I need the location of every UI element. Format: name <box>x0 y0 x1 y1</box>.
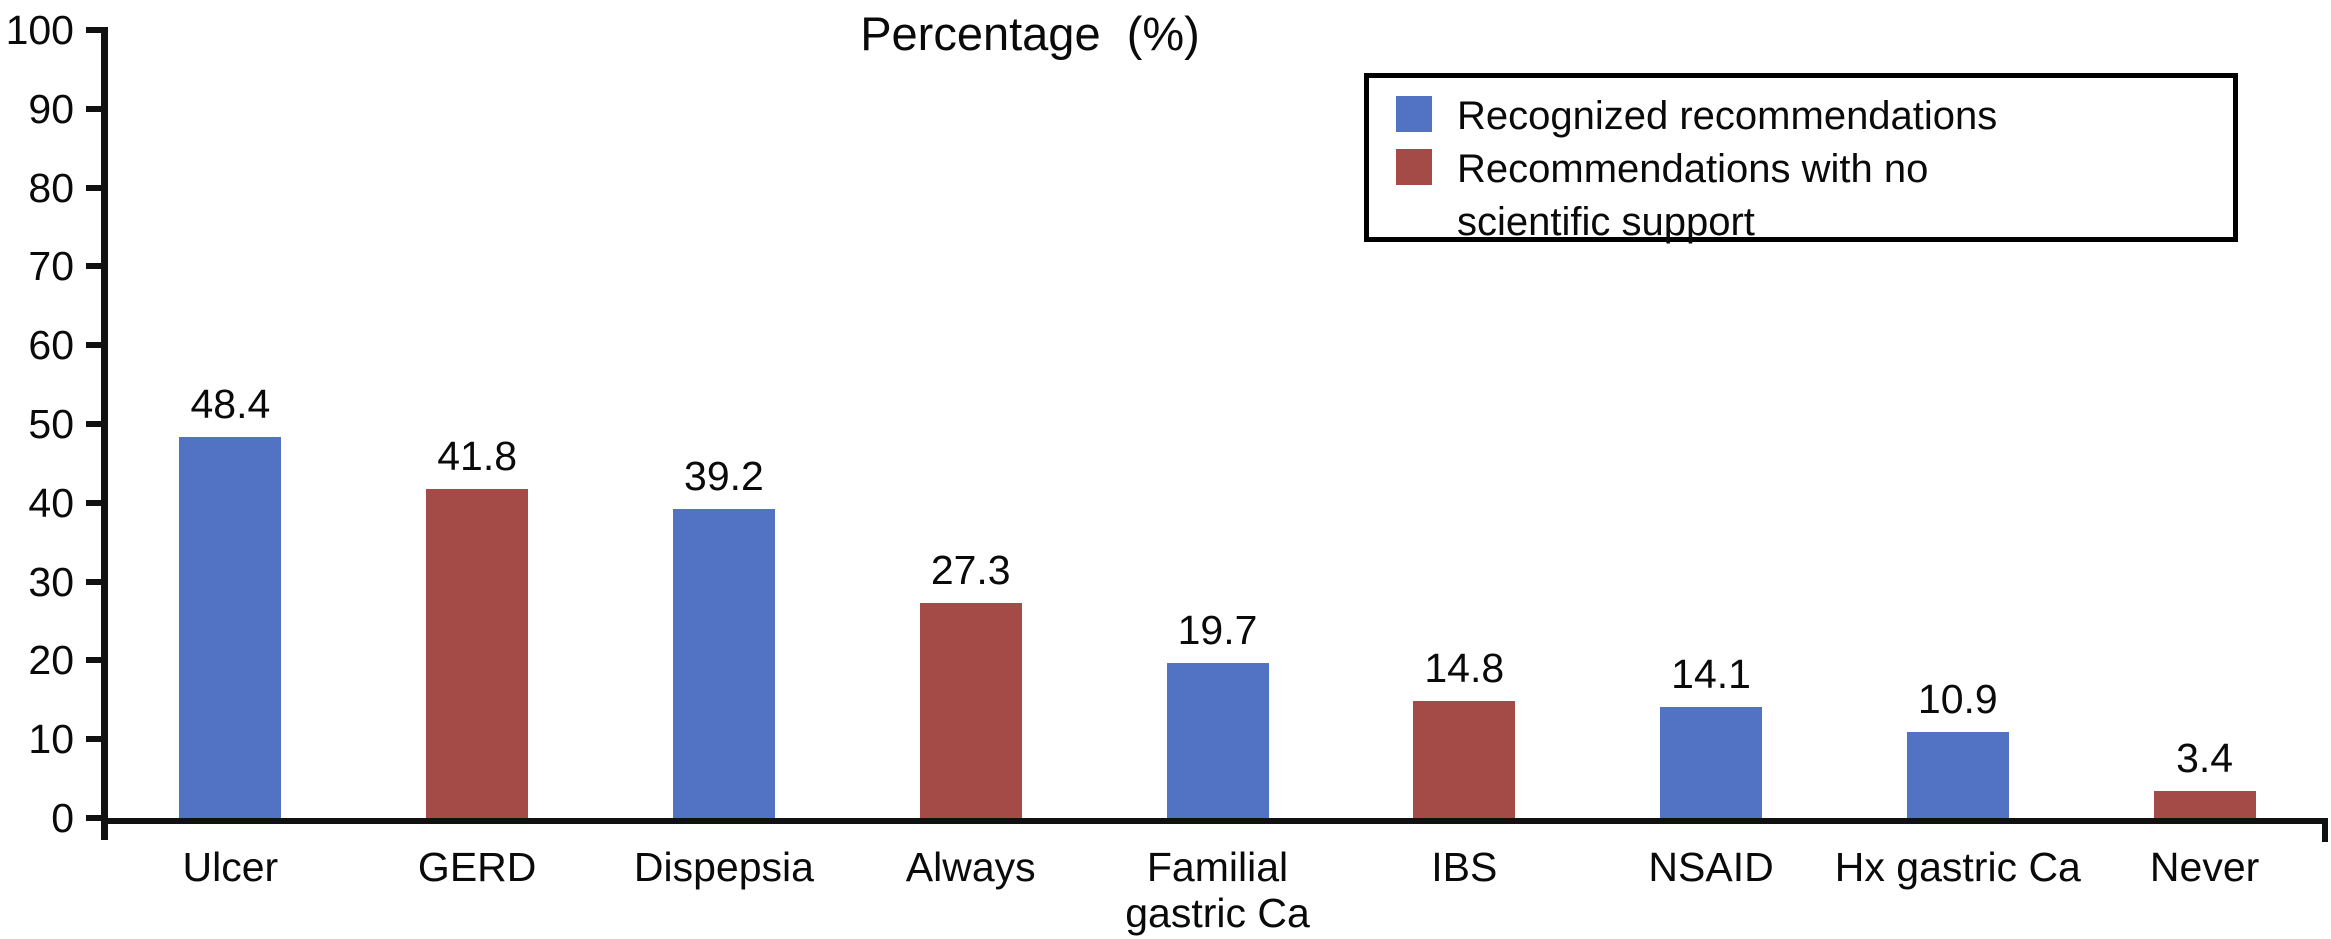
bar-never <box>2153 791 2256 818</box>
x-axis-line <box>101 818 2328 824</box>
legend-item-recognized-recommendations: Recognized recommendations <box>1396 90 2223 143</box>
bar-value-label: 48.4 <box>190 380 271 427</box>
y-axis-tick-label: 40 <box>28 479 74 526</box>
y-axis-tick <box>86 578 107 585</box>
bar-dispepsia <box>672 509 775 818</box>
x-axis-category-label: Always <box>905 844 1036 890</box>
bar-value-label: 14.1 <box>1671 650 1751 697</box>
y-axis-tick-label: 50 <box>28 401 74 447</box>
y-axis-line <box>101 27 108 840</box>
bar-value-label: 19.7 <box>1177 606 1258 653</box>
bar-value-label: 39.2 <box>684 453 764 500</box>
legend-item-label: Recommendations with no scientific suppo… <box>1457 147 1929 244</box>
bar-value-label: 14.8 <box>1424 645 1505 692</box>
y-axis-tick <box>86 657 107 664</box>
bar-value-label: 41.8 <box>437 432 518 479</box>
y-axis-tick-label: 70 <box>28 243 74 290</box>
y-axis-tick-label: 0 <box>51 795 74 841</box>
x-axis-category-label: NSAID <box>1648 844 1774 890</box>
x-axis-category-label: Hx gastric Ca <box>1834 844 2081 890</box>
x-axis-category-label: Never <box>2149 844 2260 890</box>
x-axis-category-label: IBS <box>1431 844 1498 890</box>
bar-value-label: 27.3 <box>930 546 1011 593</box>
x-axis-category-label: GERD <box>417 844 537 890</box>
y-axis-tick <box>86 184 107 191</box>
x-axis-category-label: Familial gastric Ca <box>1125 844 1310 936</box>
y-axis-tick <box>86 105 107 112</box>
legend-item-label: Recognized recommendations <box>1457 94 1998 138</box>
legend-swatch-red-icon <box>1396 149 1432 185</box>
bar-value-label: 10.9 <box>1917 676 1998 723</box>
x-axis-end-tick <box>2322 818 2328 842</box>
legend: Recognized recommendations Recommendatio… <box>1364 73 2238 244</box>
y-axis-tick <box>86 342 107 349</box>
y-axis-tick-label: 30 <box>28 558 74 605</box>
y-axis-tick-label: 100 <box>5 7 74 53</box>
y-axis-tick-label: 60 <box>28 322 74 369</box>
bar-nsaid <box>1660 706 1763 818</box>
bar-ulcer <box>179 436 282 818</box>
bar-hx-gastric-ca <box>1906 732 2009 818</box>
y-axis-tick-label: 80 <box>28 164 74 211</box>
y-axis-tick <box>86 421 107 427</box>
y-axis-tick-label: 20 <box>28 637 74 684</box>
y-axis-tick <box>86 263 107 270</box>
bar-familial-gastric-ca <box>1166 662 1269 818</box>
bar-ibs <box>1413 701 1516 818</box>
y-axis-tick <box>86 499 107 506</box>
bar-gerd <box>426 488 529 818</box>
y-axis-tick <box>86 736 107 743</box>
x-axis-category-label: Dispepsia <box>633 844 814 890</box>
x-axis-category-label: Ulcer <box>182 844 279 890</box>
legend-item-no-scientific-support: Recommendations with no scientific suppo… <box>1396 143 2223 249</box>
y-axis-tick-label: 90 <box>28 85 74 132</box>
y-axis-tick <box>86 815 107 821</box>
bar-always <box>919 602 1022 818</box>
chart-title: Percentage (%) <box>860 7 1200 60</box>
bar-value-label: 3.4 <box>2176 735 2234 782</box>
legend-swatch-blue-icon <box>1396 96 1432 132</box>
y-axis-tick <box>86 27 107 33</box>
y-axis-tick-label: 10 <box>28 716 74 763</box>
